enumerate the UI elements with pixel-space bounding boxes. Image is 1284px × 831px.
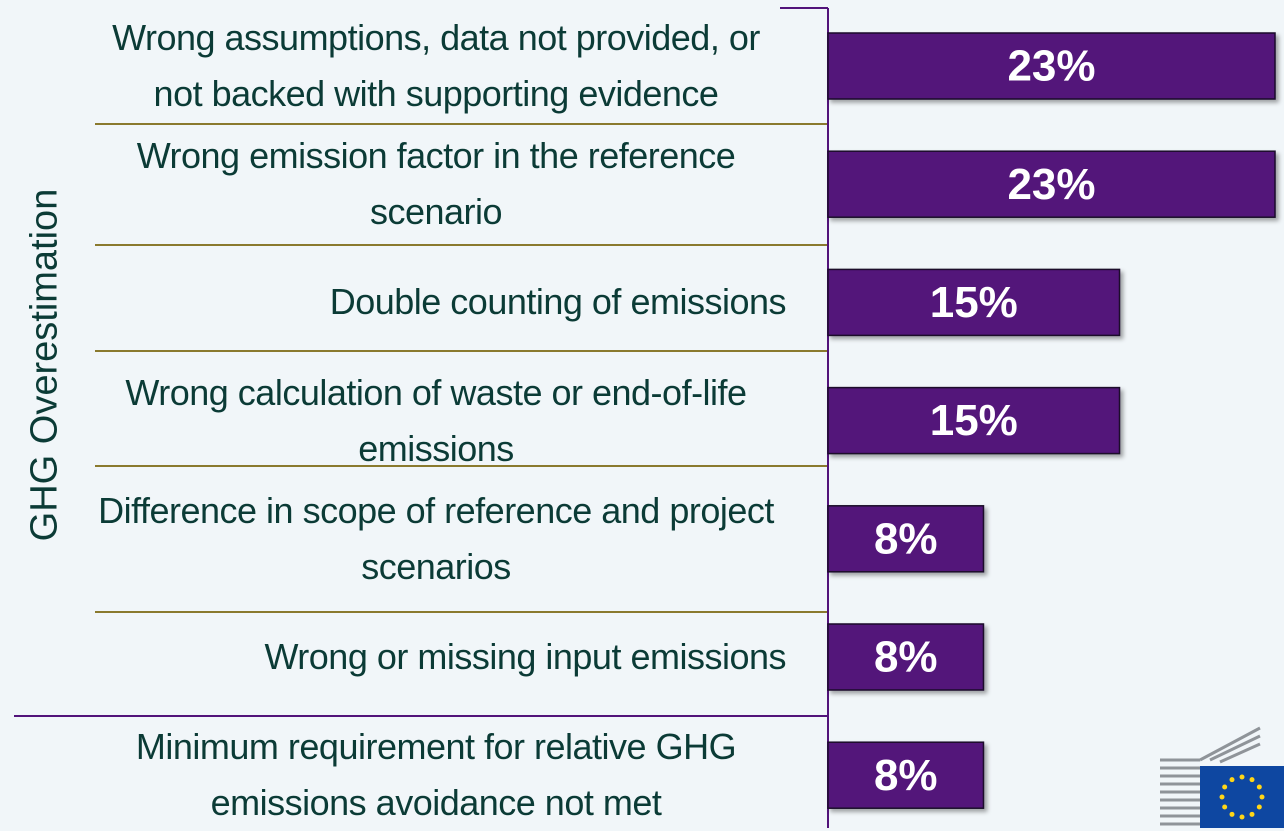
bar [827, 268, 1121, 337]
value-label: 23% [1007, 42, 1095, 91]
value-label: 8% [874, 514, 938, 563]
star [1249, 811, 1255, 817]
bar [827, 623, 985, 691]
category-label: Difference in scope of reference and pro… [98, 489, 774, 587]
star [1219, 794, 1225, 800]
y-axis-label: GHG Overestimation [23, 188, 66, 542]
star [1256, 784, 1262, 790]
value-label: 23% [1007, 160, 1095, 209]
category-label: Wrong assumptions, data not provided, or… [112, 17, 760, 114]
star [1239, 814, 1245, 820]
bars: 23% 23% 15% 15% 8% 8% 8% [827, 32, 1276, 809]
bar [827, 505, 985, 573]
star [1249, 777, 1255, 783]
bar [827, 150, 1276, 218]
star [1256, 804, 1262, 810]
value-label: 8% [874, 633, 938, 682]
bar [827, 386, 1121, 455]
value-label: 8% [874, 751, 938, 800]
category-label: Wrong calculation of waste or end-of-lif… [125, 371, 747, 469]
category-label: Wrong emission factor in the reference s… [136, 135, 736, 233]
star [1222, 804, 1228, 810]
star [1239, 774, 1245, 780]
value-label: 15% [930, 278, 1018, 327]
bar [827, 32, 1276, 100]
eu-logo [1160, 726, 1284, 828]
value-label: 15% [930, 396, 1018, 445]
row-separators [95, 123, 828, 613]
category-label: Double counting of emissions [329, 281, 787, 323]
star [1222, 784, 1228, 790]
star [1229, 811, 1235, 817]
category-label: Wrong or missing input emissions [264, 636, 786, 677]
category-label: Minimum requirement for relative GHG emi… [135, 726, 737, 824]
star [1229, 777, 1235, 783]
bar [827, 741, 985, 809]
star [1259, 794, 1265, 800]
